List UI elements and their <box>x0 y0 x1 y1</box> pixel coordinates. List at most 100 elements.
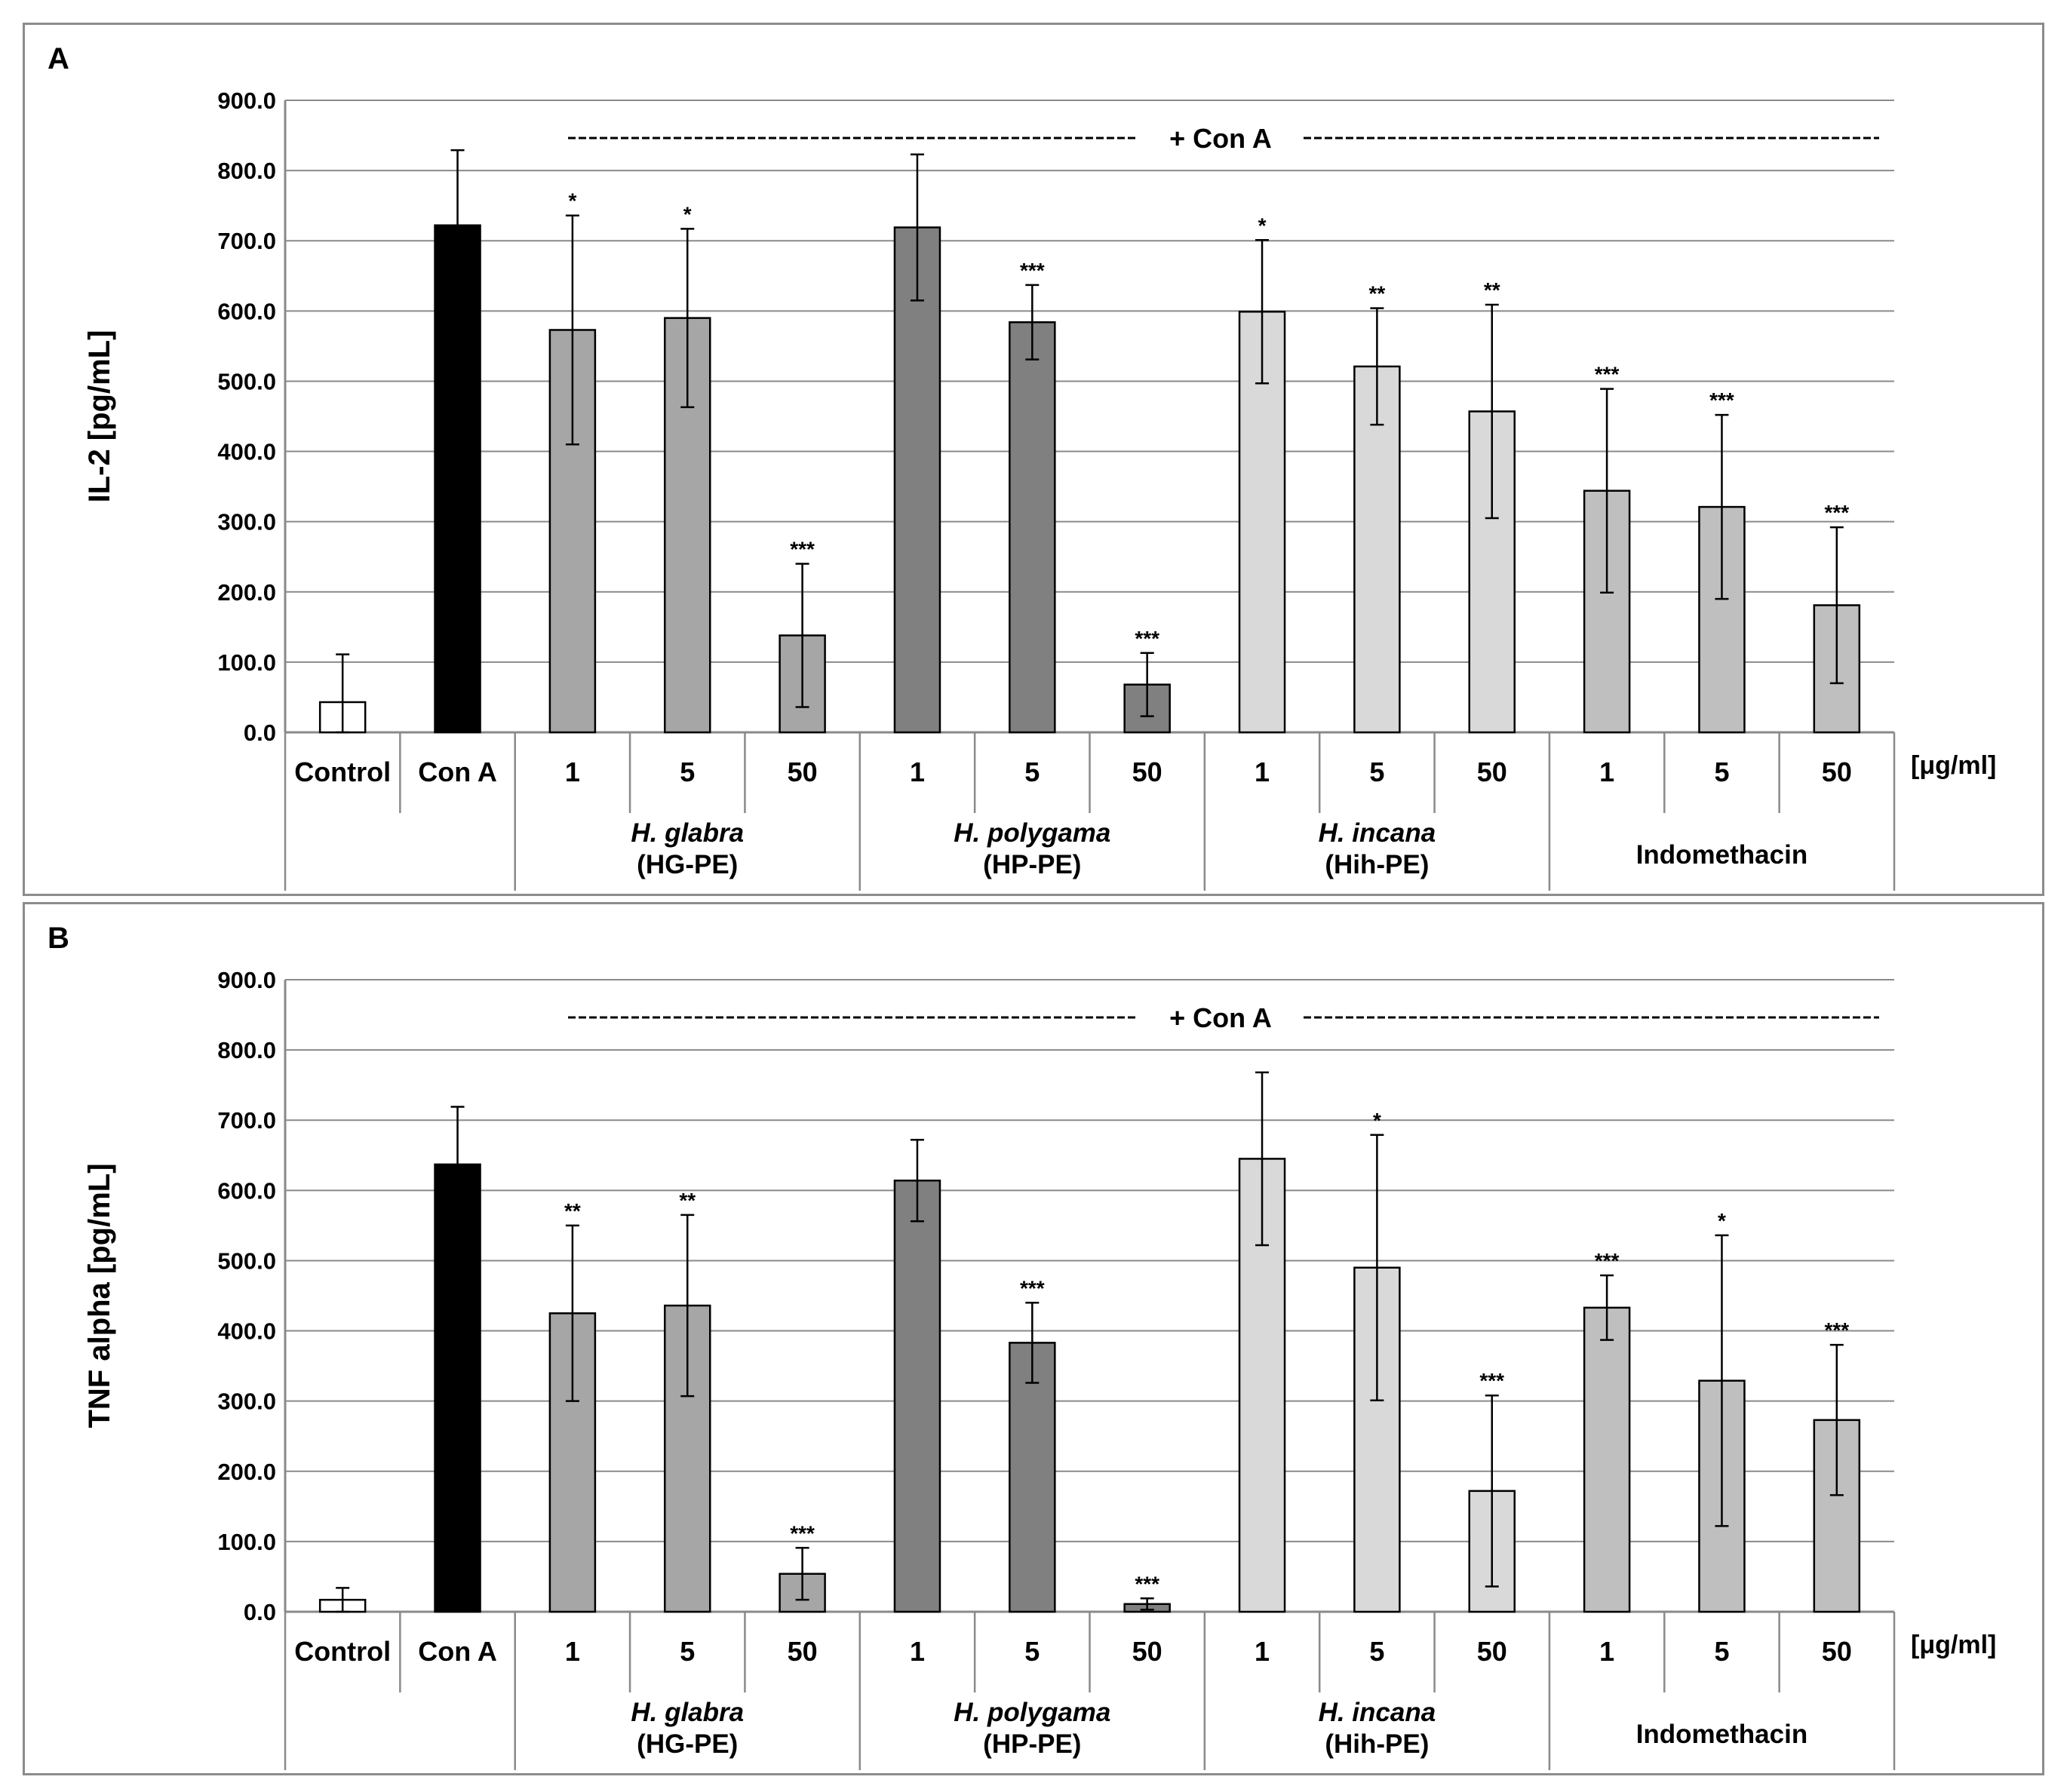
con-a-banner: + Con A <box>1169 123 1272 154</box>
x-tick-label: 1 <box>910 1636 925 1667</box>
y-tick-label: 600.0 <box>217 1177 276 1204</box>
significance-marker: *** <box>1020 1276 1045 1300</box>
x-tick-label: 5 <box>1714 1636 1729 1667</box>
significance-marker: * <box>568 189 576 213</box>
units-label: [μg/ml] <box>1911 751 1996 780</box>
x-tick-label: 50 <box>788 1636 818 1667</box>
x-tick-label: Con A <box>418 1636 497 1667</box>
x-tick-label: 1 <box>565 1636 580 1667</box>
bar <box>434 224 481 734</box>
y-axis-label: TNF alpha [pg/mL] <box>83 1163 116 1428</box>
group-name: H. incana <box>1319 818 1436 848</box>
y-tick-label: 200.0 <box>217 579 276 606</box>
y-tick-label: 100.0 <box>217 1529 276 1555</box>
significance-marker: *** <box>1595 363 1620 386</box>
significance-marker: ** <box>1368 282 1385 305</box>
x-tick-label: 5 <box>1024 756 1040 787</box>
significance-marker: ** <box>564 1199 581 1223</box>
x-tick-label: 50 <box>1477 1636 1507 1667</box>
x-tick-label: 1 <box>1599 756 1614 787</box>
y-tick-label: 900.0 <box>217 87 276 114</box>
y-tick-label: 800.0 <box>217 158 276 184</box>
x-tick-label: 5 <box>1369 1636 1384 1667</box>
y-tick-label: 900.0 <box>217 967 276 993</box>
group-name: Indomethacin <box>1636 1720 1808 1749</box>
y-tick-label: 200.0 <box>217 1459 276 1485</box>
panel-a: A 0.0 100.0 200.0 300.0 400.0 500.0 600.0 700.0 8… <box>23 23 2044 896</box>
group-name: H. glabra <box>631 1698 744 1727</box>
significance-marker: *** <box>1824 501 1849 524</box>
x-tick-label: Con A <box>418 756 497 787</box>
y-axis-label: IL-2 [pg/mL] <box>83 330 116 503</box>
y-tick-label: 400.0 <box>217 439 276 465</box>
x-tick-label: Control <box>294 1636 391 1667</box>
panel-letter: B <box>48 922 69 955</box>
bar <box>1009 321 1056 734</box>
bar <box>1353 365 1401 734</box>
significance-marker: *** <box>790 538 815 561</box>
y-tick-label: 800.0 <box>217 1037 276 1063</box>
y-tick-label: 400.0 <box>217 1318 276 1345</box>
x-tick-label: 50 <box>1822 756 1852 787</box>
significance-marker: *** <box>1709 388 1734 412</box>
significance-marker: ** <box>679 1189 696 1212</box>
y-tick-label: 300.0 <box>217 1388 276 1415</box>
x-tick-label: 50 <box>788 756 818 787</box>
y-tick-label: 100.0 <box>217 649 276 676</box>
significance-marker: *** <box>1824 1318 1849 1342</box>
y-tick-label: 300.0 <box>217 509 276 535</box>
group-code: (HG-PE) <box>637 1729 738 1759</box>
y-tick-label: 700.0 <box>217 228 276 254</box>
y-tick-label: 500.0 <box>217 1247 276 1274</box>
bar <box>1698 505 1746 734</box>
y-tick-label: 0.0 <box>244 1599 276 1625</box>
x-tick-label: 5 <box>1369 756 1384 787</box>
group-name: H. incana <box>1319 1698 1436 1727</box>
x-tick-label: 5 <box>680 756 695 787</box>
group-name: H. glabra <box>631 818 744 848</box>
group-code: (HG-PE) <box>637 850 738 879</box>
panel-b: B 0.0 100.0 200.0 300.0 400.0 500.0 600.0 700.0 8… <box>23 902 2044 1775</box>
con-a-banner: + Con A <box>1169 1002 1272 1033</box>
x-tick-label: 50 <box>1477 756 1507 787</box>
significance-marker: ** <box>1484 278 1500 302</box>
significance-marker: *** <box>1135 1572 1159 1595</box>
group-code: (Hih-PE) <box>1325 850 1429 879</box>
group-code: (HP-PE) <box>983 850 1081 879</box>
group-code: (Hih-PE) <box>1325 1729 1429 1759</box>
significance-marker: * <box>683 202 692 226</box>
significance-marker: *** <box>1020 259 1045 282</box>
x-tick-label: 1 <box>565 756 580 787</box>
significance-marker: *** <box>790 1521 815 1545</box>
significance-marker: * <box>1373 1109 1381 1132</box>
y-tick-label: 0.0 <box>244 720 276 746</box>
bar <box>1583 1306 1631 1613</box>
x-tick-label: 5 <box>1714 756 1729 787</box>
x-tick-label: 1 <box>1599 1636 1614 1667</box>
units-label: [μg/ml] <box>1911 1631 1996 1659</box>
chart-il2: A 0.0 100.0 200.0 300.0 400.0 500.0 600.0 700.0 8… <box>48 42 1996 891</box>
x-tick-label: 1 <box>1255 756 1270 787</box>
x-tick-label: 5 <box>680 1636 695 1667</box>
bar <box>893 226 941 734</box>
significance-marker: *** <box>1135 627 1159 650</box>
chart-tnf-alpha: B 0.0 100.0 200.0 300.0 400.0 500.0 600.0 700.0 8… <box>48 922 1996 1770</box>
y-tick-label: 700.0 <box>217 1107 276 1134</box>
group-name: Indomethacin <box>1636 840 1808 870</box>
x-tick-label: 1 <box>1255 1636 1270 1667</box>
x-tick-label: Control <box>294 756 391 787</box>
group-code: (HP-PE) <box>983 1729 1081 1759</box>
group-name: H. polygama <box>954 818 1110 848</box>
x-tick-label: 1 <box>910 756 925 787</box>
x-tick-label: 50 <box>1132 1636 1162 1667</box>
bar <box>434 1163 481 1613</box>
y-tick-label: 500.0 <box>217 368 276 394</box>
y-tick-label: 600.0 <box>217 298 276 324</box>
group-name: H. polygama <box>954 1698 1110 1727</box>
significance-marker: * <box>1258 213 1267 237</box>
significance-marker: *** <box>1479 1369 1504 1392</box>
x-tick-label: 50 <box>1132 756 1162 787</box>
significance-marker: *** <box>1595 1249 1620 1272</box>
panel-letter: A <box>48 42 69 75</box>
x-tick-label: 50 <box>1822 1636 1852 1667</box>
